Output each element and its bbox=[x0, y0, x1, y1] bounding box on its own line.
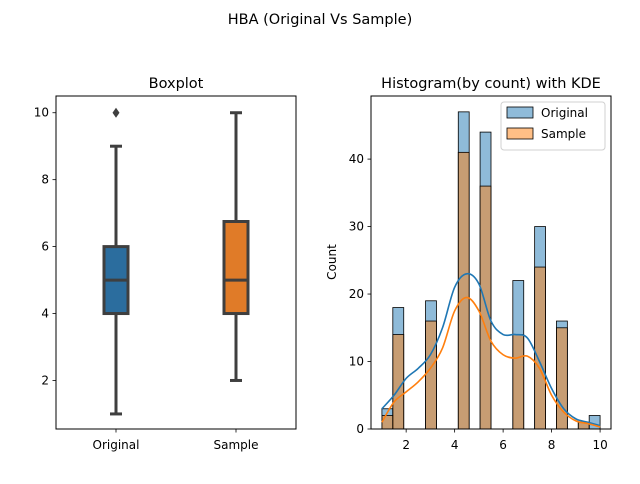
sample-bar bbox=[534, 266, 546, 430]
histogram-y-axis-label: Count bbox=[325, 244, 339, 280]
sample-bar bbox=[457, 151, 470, 430]
boxplot-y-tick-label: 6 bbox=[41, 240, 49, 254]
sample-bar bbox=[381, 415, 394, 430]
histogram-y-tick-label: 20 bbox=[349, 287, 364, 301]
legend-label-sample: Sample bbox=[541, 127, 586, 141]
sample-bar bbox=[512, 334, 525, 430]
histogram-y-tick-label: 30 bbox=[349, 220, 364, 234]
sample-bar bbox=[425, 320, 437, 430]
histogram-x-tick-label: 6 bbox=[499, 438, 507, 452]
histogram-y-tick-label: 10 bbox=[349, 355, 364, 369]
boxplot-y-tick-label: 4 bbox=[41, 307, 49, 321]
histogram-legend: Original Sample bbox=[500, 101, 606, 151]
sample-box bbox=[222, 220, 250, 316]
histogram-panel: Histogram(by count) with KDE Count 0 10 20… bbox=[325, 76, 612, 452]
figure-suptitle: HBA (Original Vs Sample) bbox=[228, 12, 413, 28]
legend-swatch-sample bbox=[506, 127, 534, 140]
boxplot-content: 2 4 6 8 10 Original Sample bbox=[34, 106, 259, 452]
histogram-x-tick-label: 4 bbox=[451, 438, 459, 452]
boxplot-title: Boxplot bbox=[149, 76, 204, 92]
boxplot-frame bbox=[55, 95, 297, 430]
histogram-y-tick-label: 40 bbox=[349, 152, 364, 166]
sample-bar bbox=[479, 185, 492, 430]
histogram-y-tick-label: 0 bbox=[356, 422, 364, 436]
boxplot-panel: Boxplot 2 4 6 8 10 Original Sample bbox=[34, 76, 297, 452]
sample-bar bbox=[392, 334, 405, 430]
histogram-x-tick-label: 8 bbox=[548, 438, 556, 452]
histogram-frame bbox=[370, 95, 612, 430]
legend-label-original: Original bbox=[541, 106, 588, 120]
sample-kde-line bbox=[381, 296, 601, 428]
boxplot-x-tick-label: Sample bbox=[214, 438, 259, 452]
histogram-x-tick-label: 2 bbox=[402, 438, 410, 452]
boxplot-y-tick-label: 2 bbox=[41, 373, 49, 387]
original-kde-line bbox=[381, 272, 601, 427]
legend-swatch-original bbox=[506, 106, 534, 119]
boxplot-x-tick-label: Original bbox=[93, 438, 140, 452]
histogram-title: Histogram(by count) with KDE bbox=[381, 76, 601, 92]
boxplot-y-tick-label: 8 bbox=[41, 173, 49, 187]
histogram-x-tick-label: 10 bbox=[592, 438, 607, 452]
boxplot-y-tick-label: 10 bbox=[34, 106, 49, 120]
original-outlier bbox=[112, 107, 120, 118]
histogram-content: 0 10 20 30 40 2 4 6 8 10 bbox=[349, 111, 608, 452]
